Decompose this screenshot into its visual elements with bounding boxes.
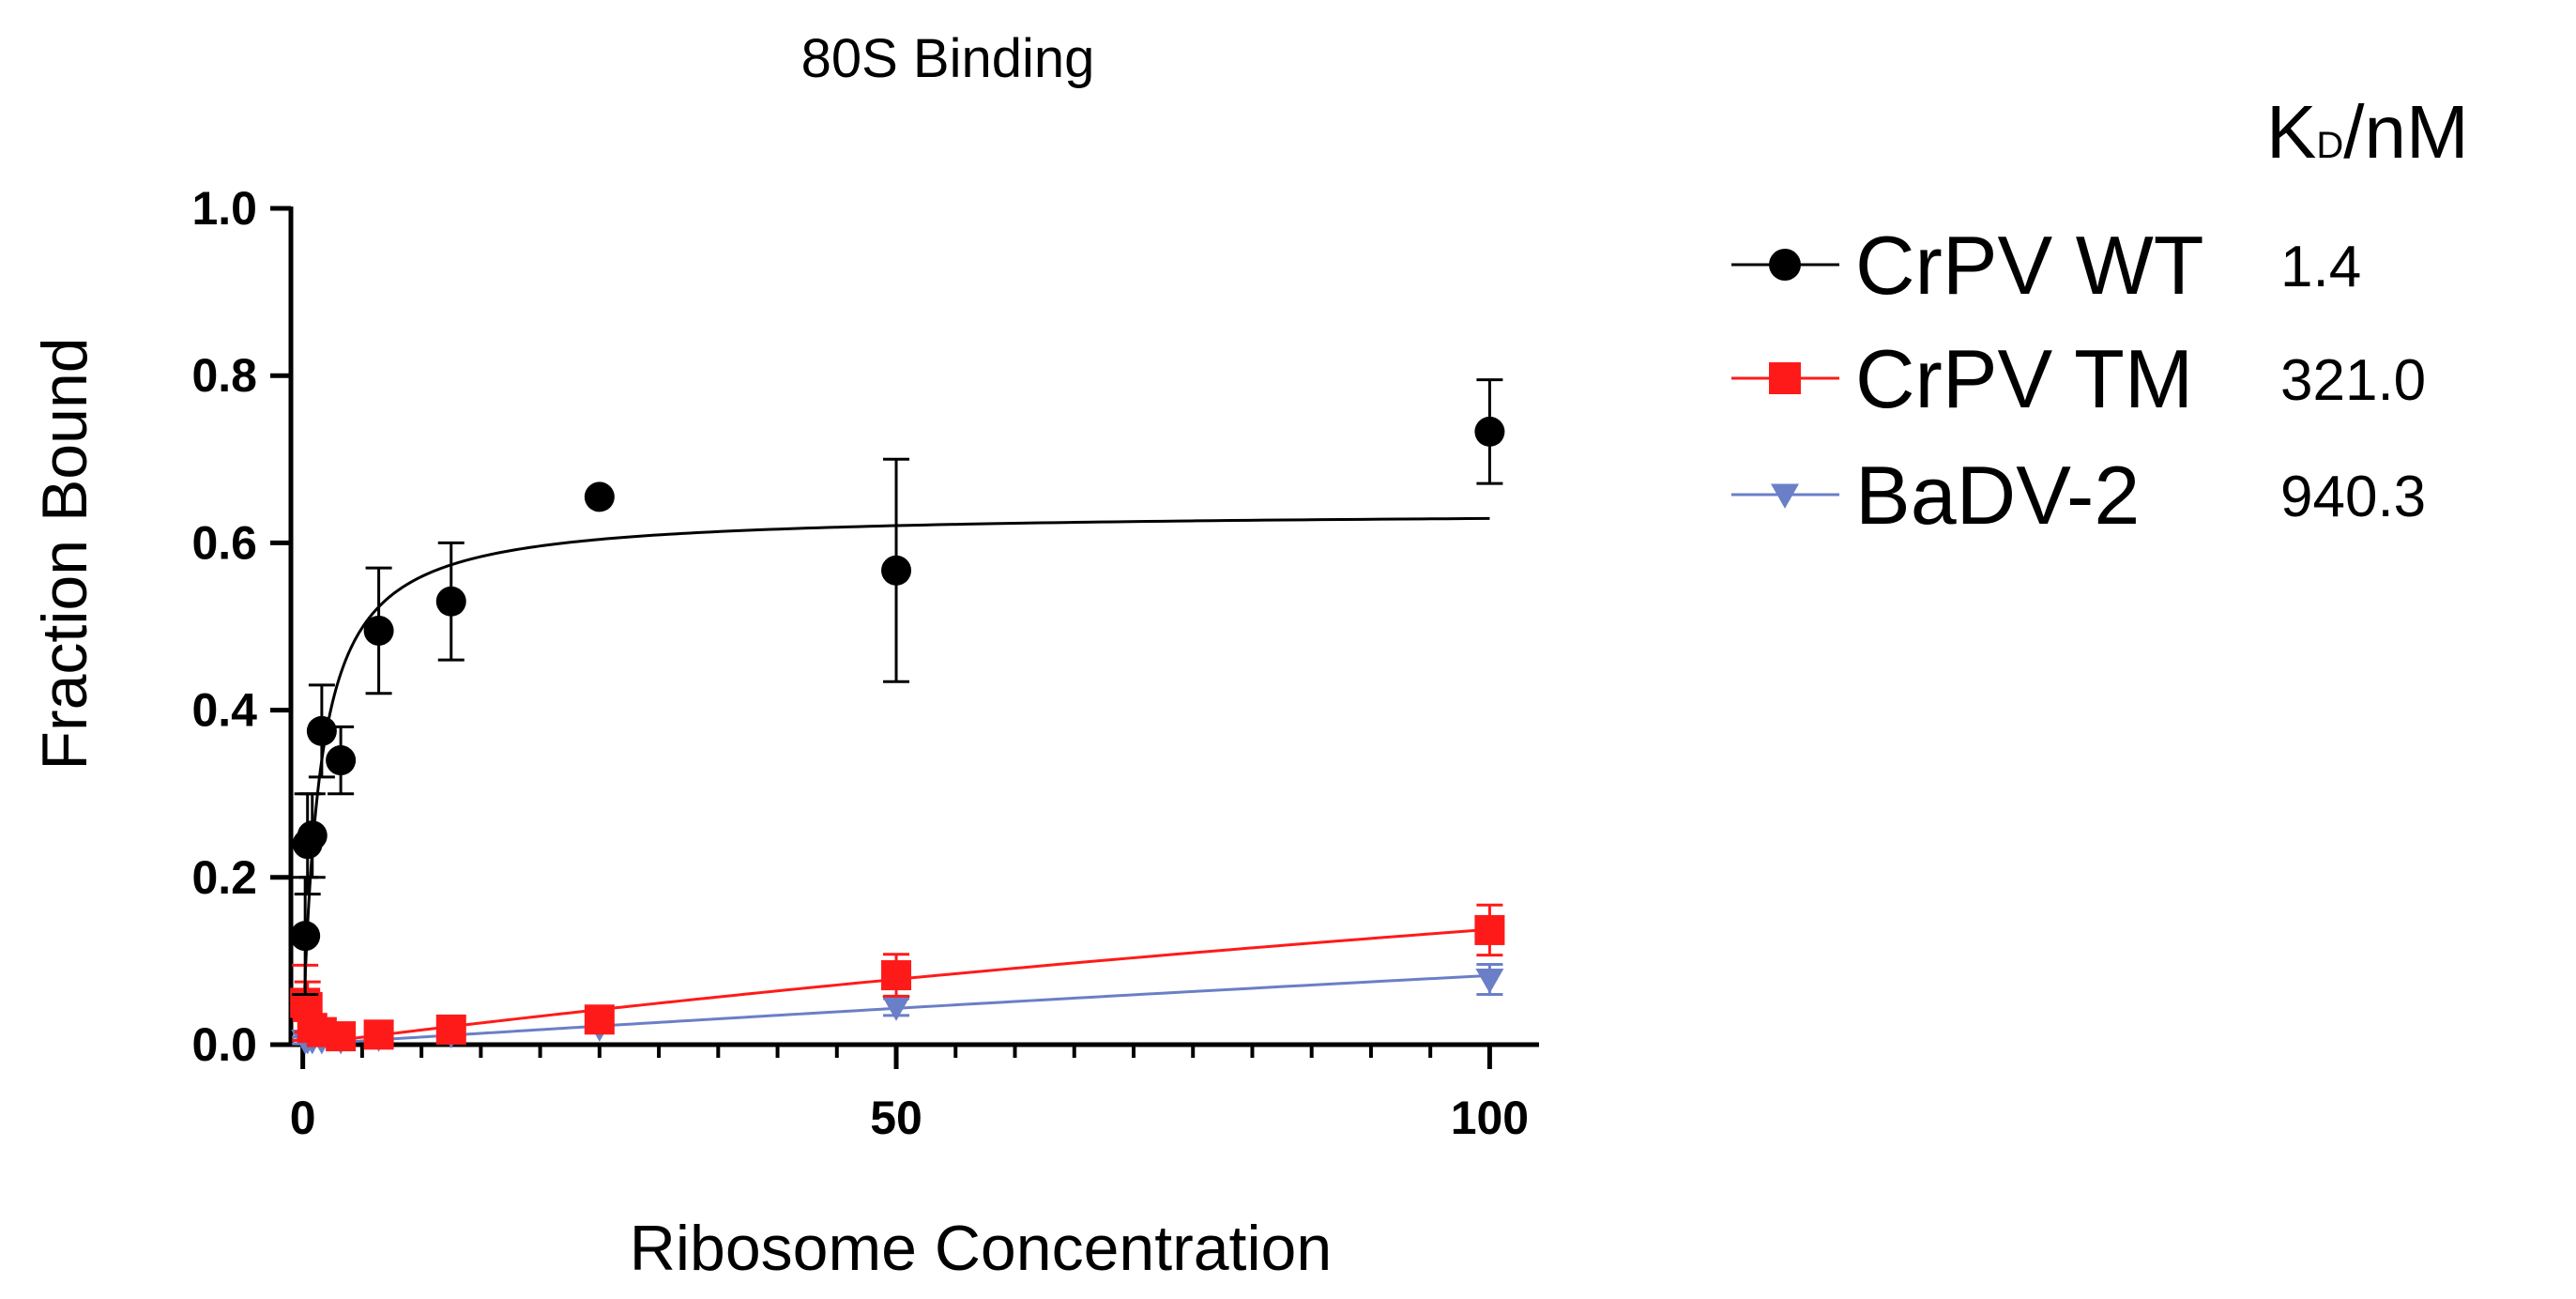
- y-tick-label: 0.8: [191, 349, 257, 402]
- data-point: [435, 1014, 466, 1045]
- data-point: [326, 1021, 357, 1052]
- y-tick-label: 0.0: [191, 1018, 257, 1071]
- y-tick-label: 0.2: [191, 851, 257, 904]
- x-tick-label: 0: [290, 1092, 316, 1144]
- legend-marker-badv-2: [1771, 483, 1799, 509]
- x-tick-label: 100: [1451, 1092, 1529, 1144]
- series-crpv-tm: [290, 903, 1505, 1052]
- y-tick-label: 0.4: [191, 684, 257, 737]
- data-point: [584, 481, 615, 512]
- y-tick-label: 0.6: [191, 516, 257, 569]
- kd-header: KD/nM: [2266, 90, 2469, 174]
- data-point: [297, 820, 328, 851]
- data-point: [363, 1019, 394, 1050]
- data-point: [1475, 968, 1504, 994]
- x-tick-label: 50: [870, 1092, 922, 1144]
- data-point: [882, 996, 911, 1021]
- legend-marker-crpv-tm: [1769, 362, 1801, 394]
- data-point: [881, 555, 912, 586]
- data-point: [363, 615, 394, 646]
- data-point: [881, 960, 912, 991]
- chart-title: 80S Binding: [801, 28, 1095, 89]
- data-point: [435, 586, 466, 617]
- data-points: [290, 378, 1505, 1055]
- y-axis-label: Fraction Bound: [29, 337, 100, 770]
- legend-marker-crpv-wt: [1769, 249, 1801, 281]
- x-axis-label: Ribosome Concentration: [630, 1213, 1332, 1284]
- kd-value-crpv-wt: 1.4: [2280, 235, 2361, 299]
- axes: 0.0 0.2 0.4 0.6 0.8 1.0 0 50 100: [191, 182, 1539, 1144]
- data-point: [306, 715, 337, 746]
- data-point: [584, 1004, 615, 1035]
- kd-value-crpv-tm: 321.0: [2280, 348, 2426, 413]
- legend: KD/nM CrPV WT 1.4 CrPV TM 321.0 BaDV-2 940.3: [1731, 90, 2469, 542]
- kd-value-badv-2: 940.3: [2280, 465, 2426, 529]
- legend-label-crpv-wt: CrPV WT: [1855, 219, 2204, 312]
- data-point: [290, 921, 321, 952]
- data-point: [326, 745, 357, 776]
- series-crpv-wt: [290, 378, 1505, 997]
- legend-label-crpv-tm: CrPV TM: [1855, 332, 2193, 425]
- y-tick-label: 1.0: [191, 182, 257, 235]
- data-point: [1474, 416, 1505, 447]
- legend-label-badv-2: BaDV-2: [1855, 449, 2140, 542]
- data-point: [1474, 914, 1505, 945]
